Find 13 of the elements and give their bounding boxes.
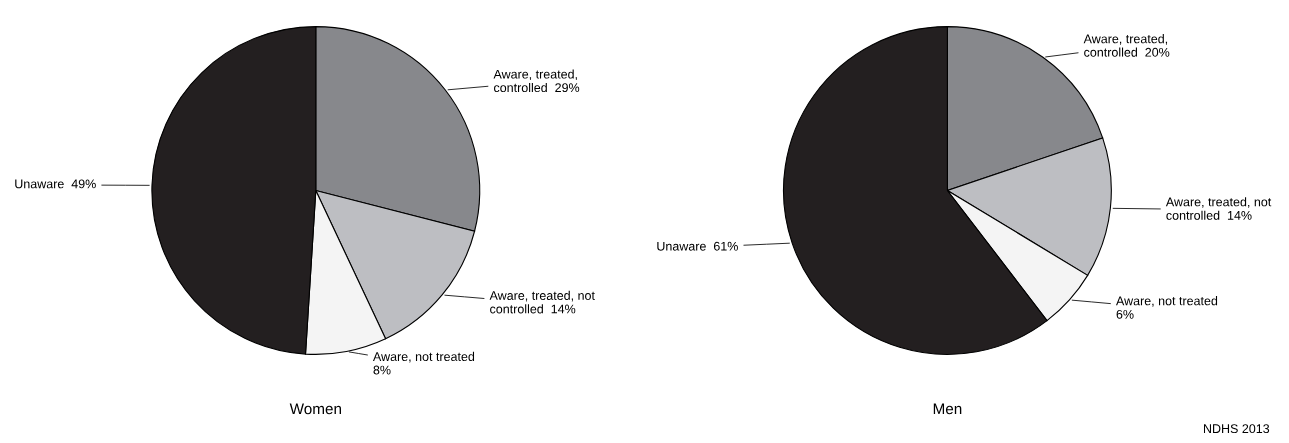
data-label: 8% [373, 365, 391, 375]
slice-label: Aware, not treated [1115, 296, 1218, 307]
slice-label: Aware, treated, not controlled 14% [1165, 197, 1272, 220]
text: Men [933, 403, 962, 415]
text: NDHS 2013 [1203, 424, 1270, 434]
slice-label: Aware, treated, controlled 20% [1083, 34, 1170, 57]
slice-label: Unaware 49% [15, 179, 96, 189]
text: Women [289, 403, 341, 415]
slice-label: Aware, not treated [372, 351, 475, 363]
slice-label: Aware, treated, controlled 29% [493, 69, 580, 93]
slice-label: Unaware 61% [657, 241, 738, 251]
slice-label: Aware, treated, not controlled 14% [489, 290, 595, 314]
data-label: 6% [1116, 309, 1134, 319]
